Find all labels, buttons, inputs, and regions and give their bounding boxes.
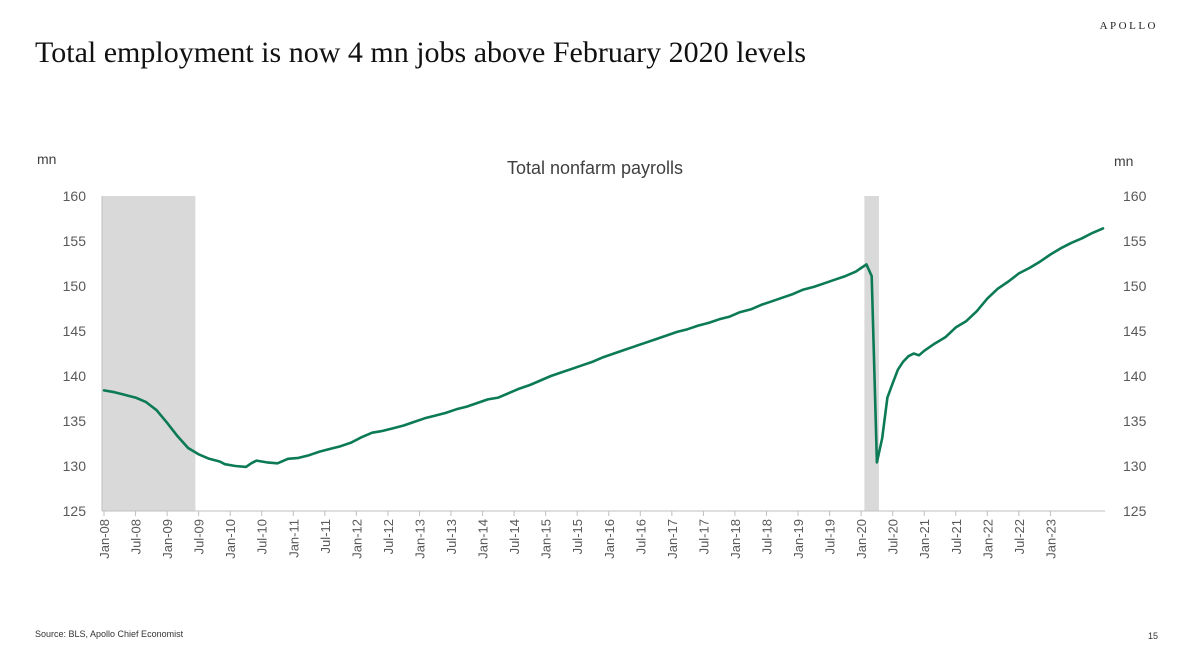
series-line-layer [102, 227, 1105, 469]
y-tick-label-left: 125 [63, 503, 87, 519]
y-tick-label-right: 160 [1123, 188, 1147, 204]
y-tick-labels-right: 125 130 135 140 145 150 155 160 [1123, 188, 1147, 519]
y-tick-label-left: 160 [63, 188, 87, 204]
y-tick-label-right: 135 [1123, 413, 1147, 429]
apollo-logo: APOLLO [1099, 20, 1158, 32]
x-tick-label: Jul-09 [192, 519, 207, 554]
x-tick-label: Jan-19 [791, 519, 806, 559]
x-tick-label: Jan-14 [476, 519, 491, 559]
series-line-nonfarm-payrolls [102, 227, 1105, 469]
x-tick-label: Jul-21 [949, 519, 964, 554]
y-tick-label-right: 155 [1123, 233, 1147, 249]
x-tick-label: Jul-16 [633, 519, 648, 554]
x-tick-label: Jan-16 [602, 519, 617, 559]
x-tick-label: Jan-13 [412, 519, 427, 559]
x-tick-labels: Jan-08 Jul-08 Jan-09 Jul-09 Jan-10 Jul-10 Jan-… [97, 519, 1058, 559]
x-tick-label: Jul-19 [823, 519, 838, 554]
y-tick-label-left: 150 [63, 278, 87, 294]
x-tick-label: Jan-12 [349, 519, 364, 559]
recession-shading-layer [102, 196, 879, 511]
x-tick-label: Jan-11 [286, 519, 301, 558]
x-tick-marks [103, 511, 1051, 516]
x-tick-label: Jan-10 [223, 519, 238, 559]
y-tick-label-right: 130 [1123, 458, 1147, 474]
source-note: Source: BLS, Apollo Chief Economist [35, 629, 184, 639]
x-tick-label: Jul-08 [129, 519, 144, 554]
y-tick-label-right: 140 [1123, 368, 1147, 384]
y-tick-label-left: 130 [63, 458, 87, 474]
y-axis-unit-left: mn [37, 151, 56, 167]
x-tick-label: Jul-22 [1012, 519, 1027, 554]
y-tick-label-left: 145 [63, 323, 87, 339]
x-tick-label: Jan-21 [917, 519, 932, 559]
y-tick-label-right: 145 [1123, 323, 1147, 339]
x-tick-label: Jan-22 [980, 519, 995, 559]
recession-band-0 [102, 196, 196, 511]
page-number: 15 [1147, 631, 1158, 641]
x-tick-label: Jul-10 [255, 519, 270, 554]
x-tick-label: Jul-17 [696, 519, 711, 554]
x-tick-label: Jan-20 [854, 519, 869, 559]
chart-title: Total nonfarm payrolls [507, 158, 683, 178]
x-tick-label: Jul-11 [318, 519, 333, 553]
slide-title: Total employment is now 4 mn jobs above … [35, 36, 807, 69]
y-axis-unit-right: mn [1114, 153, 1133, 169]
x-tick-label: Jan-23 [1043, 519, 1058, 559]
x-tick-label: Jul-14 [507, 519, 522, 554]
x-tick-label: Jul-20 [886, 519, 901, 554]
x-tick-label: Jul-15 [570, 519, 585, 554]
x-tick-label: Jul-12 [381, 519, 396, 554]
x-tick-label: Jan-17 [665, 519, 680, 559]
y-tick-labels-left: 125 130 135 140 145 150 155 160 [63, 188, 87, 519]
x-tick-label: Jan-08 [97, 519, 112, 559]
y-tick-label-right: 125 [1123, 503, 1147, 519]
recession-band-1 [864, 196, 879, 511]
y-tick-label-left: 135 [63, 413, 87, 429]
y-tick-label-left: 140 [63, 368, 87, 384]
x-tick-label: Jul-13 [444, 519, 459, 554]
x-tick-label: Jan-09 [160, 519, 175, 559]
x-tick-label: Jul-18 [759, 519, 774, 554]
y-tick-label-left: 155 [63, 233, 87, 249]
y-tick-label-right: 150 [1123, 278, 1147, 294]
x-tick-label: Jan-18 [728, 519, 743, 559]
x-tick-label: Jan-15 [539, 519, 554, 559]
